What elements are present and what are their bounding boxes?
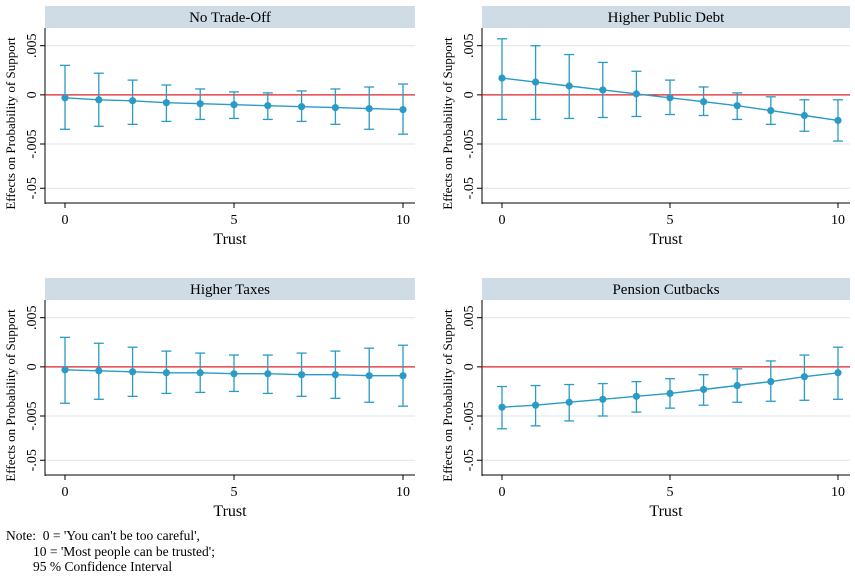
y-tick-label: -.05 <box>462 177 477 199</box>
data-point <box>196 100 204 108</box>
y-axis-label: Effects on Probability of Support <box>3 37 18 210</box>
panel-title: Higher Public Debt <box>608 10 725 26</box>
x-axis-label: Trust <box>213 231 247 248</box>
x-axis-label: Trust <box>213 503 247 520</box>
panel-title-strip <box>482 6 850 28</box>
data-point <box>331 104 339 112</box>
panel-title-strip <box>45 6 415 28</box>
data-point <box>532 401 540 409</box>
data-point <box>767 106 775 115</box>
data-point <box>264 370 272 378</box>
data-point <box>331 371 339 379</box>
chart-panel-3: Higher Taxes .005 0 -.005 -.05 0 5 10 Trust Effec… <box>3 278 415 520</box>
note-line-1: Note: 0 = 'You can't be too careful', <box>6 528 200 543</box>
data-point <box>532 78 540 86</box>
x-tick-label: 5 <box>231 485 238 500</box>
y-tick-label: -.05 <box>25 177 40 199</box>
panel-title: No Trade-Off <box>189 10 271 26</box>
data-point <box>666 94 674 102</box>
data-point <box>365 105 373 113</box>
data-point <box>565 398 573 406</box>
data-point <box>129 97 137 105</box>
y-tick-label: -.005 <box>462 129 477 158</box>
y-axis-label: Effects on Probability of Support <box>440 37 455 210</box>
data-point <box>298 371 306 379</box>
data-point <box>162 99 170 107</box>
y-tick-label: .005 <box>25 33 40 58</box>
x-tick-label: 10 <box>831 213 845 228</box>
panel-title-strip <box>482 278 850 300</box>
data-point <box>800 373 809 381</box>
y-tick-label: -.005 <box>25 129 40 158</box>
data-point <box>264 102 272 110</box>
note-line-3: 95 % Confidence Interval <box>6 559 173 574</box>
data-point <box>399 372 407 380</box>
data-point <box>162 369 170 377</box>
x-tick-label: 5 <box>667 485 674 500</box>
data-point <box>700 98 708 106</box>
x-tick-label: 10 <box>831 485 845 500</box>
data-point <box>196 369 204 377</box>
data-point <box>230 101 238 109</box>
data-point <box>498 74 506 82</box>
y-tick-label: 0 <box>462 91 477 98</box>
data-point <box>666 389 674 397</box>
y-tick-label: -.005 <box>462 401 477 430</box>
y-tick-label: 0 <box>25 363 40 370</box>
x-tick-label: 10 <box>396 213 410 228</box>
y-axis-label: Effects on Probability of Support <box>3 309 18 482</box>
x-axis-label: Trust <box>649 231 683 248</box>
chart-panel-4: Pension Cutbacks .005 0 -.005 -.05 0 5 10 Trust E… <box>440 278 850 520</box>
panel-title-strip <box>45 278 415 300</box>
y-tick-label: -.005 <box>25 401 40 430</box>
data-point <box>365 372 373 380</box>
data-point <box>565 82 573 90</box>
data-point <box>95 367 103 375</box>
data-point <box>767 378 775 386</box>
x-tick-label: 5 <box>231 213 238 228</box>
x-tick-label: 10 <box>396 485 410 500</box>
data-point <box>129 368 137 376</box>
note-line-2: 10 = 'Most people can be trusted'; <box>6 543 215 559</box>
x-tick-label: 0 <box>62 213 69 228</box>
data-point <box>800 111 809 120</box>
panel-title: Pension Cutbacks <box>612 282 719 298</box>
chart-panel-2: Higher Public Debt .005 0 -.005 -.05 0 5 10 Trus… <box>440 6 850 248</box>
data-point <box>498 403 506 411</box>
y-tick-label: .005 <box>462 33 477 58</box>
data-point <box>599 395 607 403</box>
data-point <box>298 103 306 111</box>
data-point <box>61 94 69 102</box>
y-tick-label: .005 <box>25 305 40 330</box>
data-point <box>399 106 407 114</box>
y-tick-label: 0 <box>25 91 40 98</box>
data-point <box>61 366 69 374</box>
x-tick-label: 0 <box>499 213 506 228</box>
panel-title: Higher Taxes <box>190 282 270 298</box>
data-point <box>95 96 103 104</box>
x-tick-label: 0 <box>62 485 69 500</box>
data-point <box>733 381 741 390</box>
data-point <box>834 369 842 377</box>
y-tick-label: -.05 <box>462 449 477 471</box>
figure-note: Note: 0 = 'You can't be too careful', 10… <box>6 528 215 575</box>
x-tick-label: 0 <box>499 485 506 500</box>
chart-panel-1: No Trade-Off .005 0 -.005 -.05 0 5 10 Trust Effec… <box>3 6 415 248</box>
data-point <box>733 102 741 110</box>
x-tick-label: 5 <box>667 213 674 228</box>
data-point <box>834 116 842 125</box>
data-point <box>700 385 708 394</box>
y-tick-label: .005 <box>462 305 477 330</box>
y-tick-label: -.05 <box>25 449 40 471</box>
data-point <box>632 392 641 400</box>
data-point <box>230 370 238 378</box>
y-axis-label: Effects on Probability of Support <box>440 309 455 482</box>
x-axis-label: Trust <box>649 503 683 520</box>
data-point <box>599 86 607 94</box>
data-point <box>632 90 641 98</box>
y-tick-label: 0 <box>462 363 477 370</box>
